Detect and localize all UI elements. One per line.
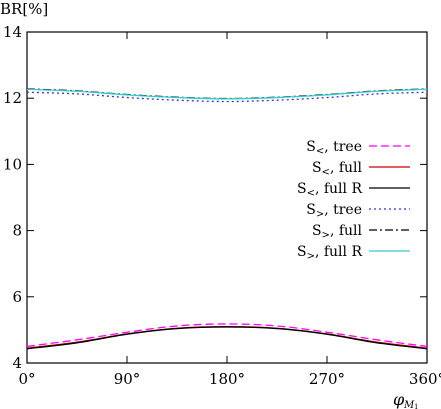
series-line-0	[26, 323, 428, 348]
series-line-2	[26, 326, 428, 350]
series-line-3	[26, 91, 428, 103]
plot-frame	[26, 31, 428, 364]
y-tick-label: 8	[12, 222, 22, 240]
series-line-1	[26, 325, 428, 349]
x-tick-label: 90°	[114, 370, 141, 388]
y-tick-label: 12	[3, 89, 22, 107]
legend-label-3: S>, tree	[306, 202, 362, 220]
y-tick-label: 10	[3, 155, 22, 173]
x-axis-label-sub: M	[403, 400, 415, 409]
legend-label-1: S<, full	[312, 160, 363, 178]
y-tick-label: 14	[3, 23, 22, 41]
legend-label-5: S>, full R	[297, 244, 362, 262]
legend: S<, tree S<, full S<, full R S>, tree S>, fu…	[297, 139, 410, 262]
legend-label-4: S>, full	[312, 223, 363, 241]
x-axis-label-subsub: 1	[414, 403, 418, 409]
x-tick-label: 0°	[18, 370, 35, 388]
series-lines	[26, 88, 428, 350]
x-axis-label: φ M 1	[393, 390, 418, 409]
y-tick-label: 6	[12, 288, 22, 306]
y-tick-label: 4	[12, 354, 22, 372]
axis-ticks: 0° 90° 180° 270° 360° 4 6 8 10 12 14	[3, 23, 441, 388]
series-line-4	[26, 88, 428, 100]
x-tick-label: 270°	[309, 370, 345, 388]
x-tick-label: 360°	[409, 370, 441, 388]
legend-label-0: S<, tree	[306, 139, 362, 157]
x-axis-label-main: φ	[393, 390, 405, 409]
plot-frame-rect	[26, 31, 428, 364]
x-tick-label: 180°	[209, 370, 245, 388]
series-line-5	[26, 88, 428, 100]
legend-label-2: S<, full R	[297, 181, 362, 199]
y-axis-label: BR[%]	[0, 0, 48, 18]
